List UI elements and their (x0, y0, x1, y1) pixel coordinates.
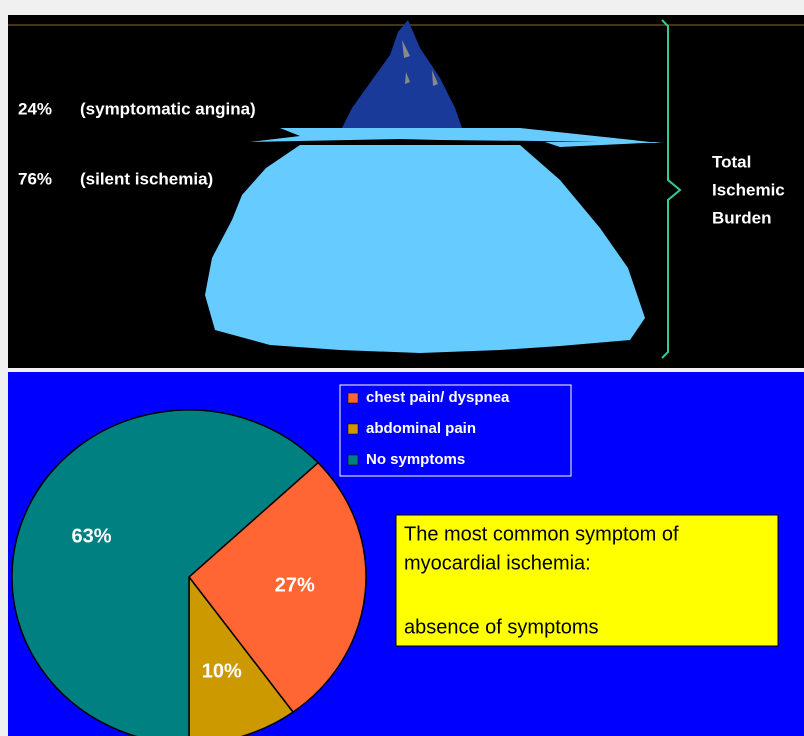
bracket-label: Burden (712, 208, 772, 227)
legend-swatch (348, 424, 358, 434)
value-label: 63% (72, 525, 112, 547)
legend-label: abdominal pain (366, 420, 476, 437)
bracket-label: Total (712, 152, 751, 171)
bracket-label: Ischemic (712, 180, 785, 199)
value-label: 27% (275, 575, 315, 597)
legend-swatch (348, 455, 358, 465)
percent-label: 24% (18, 99, 52, 118)
label-text: (symptomatic angina) (80, 99, 256, 118)
slide: 24% (symptomatic angina) 76% (silent isc… (0, 0, 804, 736)
label-text: (silent ischemia) (80, 169, 213, 188)
callout-text: absence of symptoms (404, 616, 599, 638)
legend-label: No symptoms (366, 451, 465, 468)
legend-label: chest pain/ dyspnea (366, 389, 510, 406)
callout-text: myocardial ischemia: (404, 552, 591, 574)
legend-swatch (348, 393, 358, 403)
percent-label: 76% (18, 169, 52, 188)
callout-text: The most common symptom of (404, 523, 679, 545)
pie: 27% 10% 63% (12, 410, 366, 736)
value-label: 10% (202, 661, 242, 683)
